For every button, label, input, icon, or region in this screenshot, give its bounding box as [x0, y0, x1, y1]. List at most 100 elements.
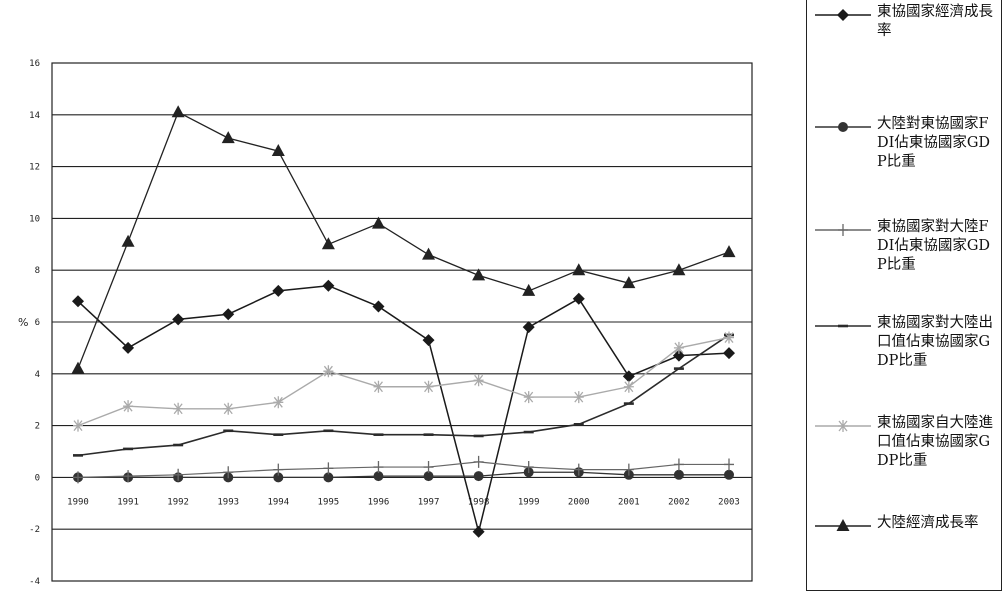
data-point-circle	[724, 469, 734, 480]
y-axis-label: %	[18, 316, 28, 329]
data-point-triangle	[121, 234, 135, 247]
data-point-circle	[423, 471, 434, 482]
x-tick-label: 1998	[468, 497, 490, 507]
data-point-plus	[73, 471, 83, 484]
data-point-plus	[373, 461, 384, 474]
legend-label: 東協國家自大陸進口值佔東協國家GDP比重	[877, 415, 993, 469]
data-point-plus	[838, 224, 848, 236]
series-line-triangle	[77, 111, 730, 369]
data-point-plus	[673, 458, 684, 471]
data-point-circle	[473, 471, 484, 482]
data-point-diamond	[272, 284, 285, 297]
data-point-diamond	[222, 308, 235, 321]
data-point-triangle	[221, 131, 235, 144]
data-point-triangle	[622, 276, 636, 289]
data-point-plus	[323, 462, 334, 475]
data-point-triangle	[371, 216, 385, 229]
x-tick-label: 1997	[418, 497, 440, 507]
data-point-triangle	[572, 263, 586, 276]
data-point-star	[423, 380, 434, 393]
data-point-plus	[573, 463, 584, 476]
data-point-diamond	[122, 341, 135, 354]
data-point-triangle	[71, 361, 85, 374]
series-line-circle	[78, 471, 729, 479]
data-point-plus	[123, 470, 134, 483]
data-point-plus	[724, 458, 734, 471]
legend-label: 東協國家經濟成長率	[877, 4, 993, 39]
y-axis-ticks: 16 14 12 10 8 6 4 2 0 -2 -4	[29, 59, 40, 587]
y-tick-label: 6	[35, 318, 40, 328]
x-tick-label: 1999	[518, 497, 540, 507]
data-point-diamond	[723, 347, 735, 360]
data-point-triangle	[836, 519, 850, 531]
data-point-triangle	[522, 283, 536, 296]
legend-symbol-circle-icon	[815, 122, 871, 132]
series-line-star	[77, 336, 730, 427]
data-point-plus	[623, 463, 634, 476]
data-point-plus	[223, 466, 234, 479]
y-tick-label: 8	[35, 266, 40, 276]
data-point-star	[373, 380, 384, 393]
data-point-plus	[273, 463, 284, 476]
series-line-plus	[77, 461, 729, 478]
x-tick-label: 1990	[67, 497, 89, 507]
data-point-plus	[173, 468, 184, 481]
y-tick-label: 2	[35, 422, 40, 432]
data-point-diamond	[372, 300, 385, 313]
data-point-circle	[373, 471, 384, 482]
x-tick-label: 2002	[668, 497, 690, 507]
data-point-star	[123, 400, 134, 413]
x-tick-label: 2001	[618, 497, 640, 507]
y-tick-label: -4	[29, 577, 40, 587]
y-tick-label: -2	[29, 525, 40, 535]
data-point-circle	[838, 122, 848, 132]
data-point-star	[473, 374, 484, 387]
data-point-star	[173, 402, 184, 415]
y-tick-label: 14	[29, 111, 40, 121]
y-tick-label: 4	[35, 370, 40, 380]
legend-symbol-dash-icon	[815, 324, 871, 328]
legend-symbol-diamond-icon	[815, 9, 871, 21]
y-tick-label: 12	[29, 163, 40, 173]
data-point-triangle	[722, 245, 736, 258]
x-axis-ticks: 1990 1991 1992 1993 1994 1995 1996 1997 1998 1999…	[67, 497, 740, 507]
data-point-diamond	[522, 321, 535, 334]
data-point-diamond	[322, 279, 335, 292]
x-tick-label: 2000	[568, 497, 590, 507]
data-point-star	[623, 380, 634, 393]
data-point-star	[573, 391, 584, 404]
data-point-circle	[673, 469, 684, 480]
data-point-star	[323, 365, 334, 378]
legend-symbol-triangle-icon	[815, 519, 871, 531]
x-tick-label: 1991	[117, 497, 139, 507]
data-point-star	[73, 419, 83, 432]
legend-symbol-plus-icon	[815, 224, 871, 236]
data-point-triangle	[422, 247, 436, 260]
y-tick-label: 0	[35, 473, 40, 483]
data-point-diamond	[572, 292, 585, 305]
data-point-triangle	[171, 105, 185, 118]
data-point-circle	[323, 472, 334, 483]
data-point-diamond	[472, 525, 485, 538]
data-point-star	[838, 420, 848, 432]
legend-label: 東協國家對大陸FDI佔東協國家GDP比重	[877, 219, 991, 273]
legend-symbol-star-icon	[815, 420, 871, 432]
y-tick-label: 10	[29, 214, 40, 224]
legend-label: 大陸經濟成長率	[877, 515, 979, 531]
x-tick-label: 1993	[217, 497, 239, 507]
y-tick-label: 16	[29, 59, 40, 69]
data-point-plus	[523, 461, 534, 474]
data-point-circle	[273, 472, 284, 483]
data-point-diamond	[72, 295, 84, 308]
series-line-dash	[77, 334, 730, 457]
series-markers	[71, 105, 736, 538]
x-tick-label: 1992	[167, 497, 189, 507]
series-lines	[77, 111, 730, 532]
data-point-star	[223, 402, 234, 415]
legend-label: 東協國家對大陸出口值佔東協國家GDP比重	[877, 315, 993, 369]
data-point-diamond	[622, 370, 635, 383]
data-point-star	[724, 331, 734, 344]
x-tick-label: 1996	[368, 497, 390, 507]
data-point-star	[273, 396, 284, 409]
